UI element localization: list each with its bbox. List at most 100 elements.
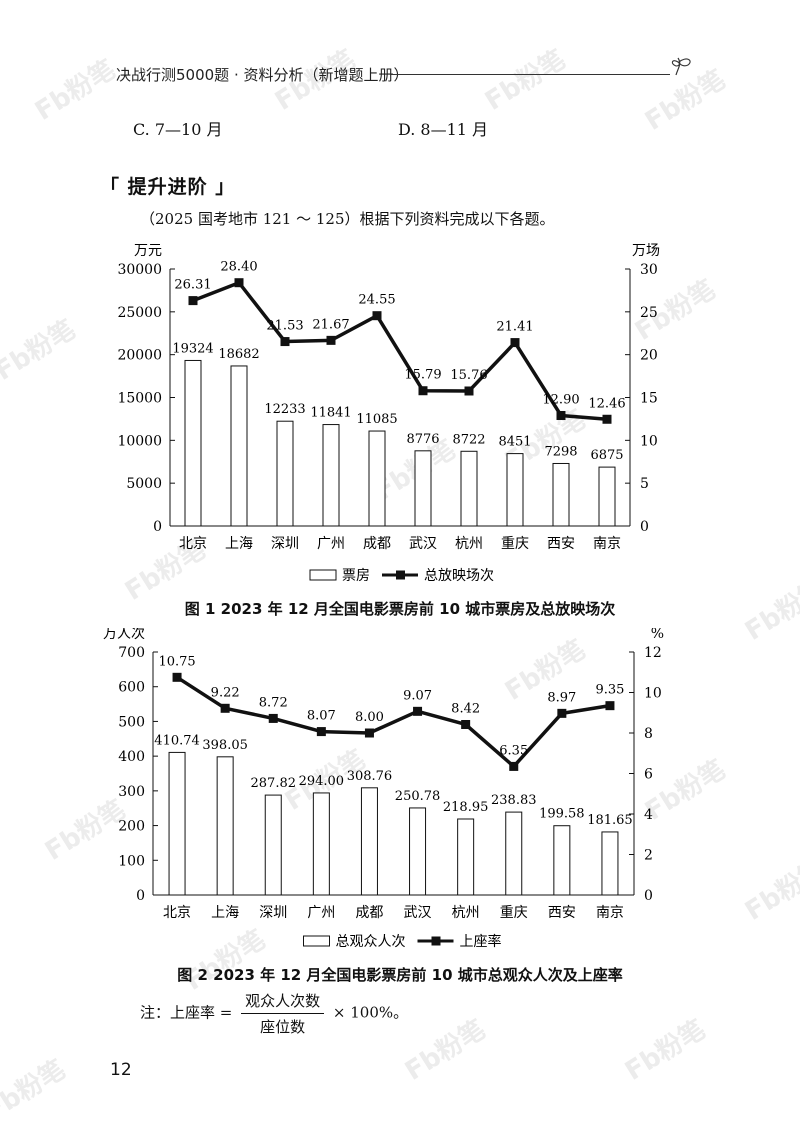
- right-tick-label: 12: [644, 645, 662, 661]
- bar: [601, 831, 619, 896]
- page-number: 12: [110, 1060, 132, 1080]
- category-label: 深圳: [271, 536, 299, 552]
- category-label: 成都: [363, 536, 391, 552]
- watermark-logo: Fb粉笔: [30, 54, 121, 127]
- fraction-denominator: 座位数: [260, 1018, 306, 1036]
- line-series: [192, 280, 608, 422]
- watermark-logo: Fb粉笔: [0, 1054, 71, 1127]
- bar-value-label: 8451: [498, 435, 531, 450]
- bar: [460, 450, 478, 527]
- right-tick-label: 10: [640, 433, 658, 449]
- line-marker: [602, 414, 612, 424]
- right-tick-label: 8: [644, 726, 653, 742]
- line-value-label: 28.40: [220, 260, 257, 275]
- figure-1-caption: 图 1 2023 年 12 月全国电影票房前 10 城市票房及总放映场次: [184, 600, 616, 618]
- line-value-label: 26.31: [174, 278, 211, 293]
- category-label: 北京: [179, 536, 207, 552]
- line-marker: [556, 410, 566, 420]
- line-value-label: 8.72: [259, 695, 288, 710]
- line-marker: [188, 296, 198, 306]
- option-d: D. 8—11 月: [398, 120, 489, 139]
- category-label: 武汉: [404, 905, 432, 921]
- right-tick-label: 20: [640, 348, 658, 364]
- bar-value-label: 18682: [218, 347, 259, 362]
- line-value-label: 12.90: [542, 392, 579, 407]
- watermark-logo: Fb粉笔: [620, 1014, 711, 1087]
- left-axis-unit: 万元: [134, 243, 162, 259]
- line-value-label: 15.76: [450, 368, 487, 383]
- bar-value-label: 181.65: [587, 813, 633, 828]
- left-tick-label: 0: [153, 519, 162, 535]
- bar-value-label: 294.00: [299, 774, 345, 789]
- right-tick-label: 2: [644, 848, 653, 864]
- bar-value-label: 12233: [264, 402, 305, 417]
- fraction: 观众人次数 座位数: [241, 990, 325, 1037]
- bar: [409, 807, 427, 896]
- line-value-label: 9.22: [211, 685, 240, 700]
- figure-2-chart: 0 100 200 300 400 500 600 700 0 2 4 6 8 10 12 万人次 % 410.7…: [103, 628, 664, 950]
- bar-value-label: 8722: [452, 432, 485, 447]
- left-tick-label: 200: [118, 819, 145, 835]
- bar: [312, 792, 330, 896]
- line-value-label: 24.55: [358, 293, 395, 308]
- bar-value-label: 308.76: [347, 769, 393, 784]
- legend-line-marker: [396, 570, 405, 580]
- category-label: 南京: [593, 536, 621, 552]
- bar: [598, 466, 616, 527]
- line-marker: [326, 335, 336, 345]
- right-axis-unit: %: [651, 628, 664, 642]
- category-label: 西安: [548, 905, 576, 921]
- left-axis-unit: 万人次: [103, 628, 145, 642]
- line-marker: [557, 708, 567, 718]
- legend-bar-swatch: [309, 569, 337, 581]
- line-marker: [268, 713, 278, 723]
- line-value-label: 10.75: [158, 654, 195, 669]
- right-tick-label: 4: [644, 807, 653, 823]
- bar: [322, 424, 340, 527]
- header-rule: [390, 74, 670, 75]
- line-value-label: 21.67: [312, 317, 349, 332]
- bar: [368, 430, 386, 527]
- left-tick-label: 400: [118, 749, 145, 765]
- category-label: 杭州: [452, 905, 480, 921]
- bar: [506, 453, 524, 527]
- left-tick-label: 700: [118, 645, 145, 661]
- figure-1-chart: 0 5000 10000 15000 20000 25000 30000 0 5 10 15 20 25…: [117, 243, 660, 584]
- left-tick-label: 15000: [117, 391, 162, 407]
- category-label: 上海: [211, 905, 239, 921]
- category-label: 北京: [163, 905, 191, 921]
- right-tick-label: 0: [640, 519, 649, 535]
- line-marker: [280, 337, 290, 347]
- line-marker: [316, 727, 326, 737]
- legend-bar-swatch: [303, 935, 330, 947]
- category-label: 重庆: [500, 905, 528, 921]
- bar-value-label: 238.83: [491, 793, 537, 808]
- option-c: C. 7—10 月: [133, 120, 223, 139]
- figure-2-caption: 图 2 2023 年 12 月全国电影票房前 10 城市总观众人次及上座率: [177, 966, 623, 984]
- fraction-numerator: 观众人次数: [241, 990, 325, 1014]
- line-marker: [372, 311, 382, 321]
- line-marker: [461, 719, 471, 729]
- bar: [505, 811, 523, 896]
- line-value-label: 8.97: [547, 690, 576, 705]
- category-label: 南京: [596, 905, 624, 921]
- category-label: 武汉: [409, 536, 437, 552]
- watermark-logo: Fb粉笔: [480, 44, 571, 117]
- line-marker: [510, 338, 520, 348]
- right-axis-unit: 万场: [632, 243, 660, 259]
- right-tick-label: 25: [640, 305, 658, 321]
- legend-bar-label: 总观众人次: [336, 934, 406, 950]
- note-suffix: × 100%。: [332, 1003, 409, 1022]
- line-marker: [234, 278, 244, 288]
- right-tick-label: 15: [640, 391, 658, 407]
- bar-value-label: 199.58: [539, 807, 585, 822]
- bar: [264, 794, 282, 896]
- line-value-label: 21.41: [496, 320, 533, 335]
- bar: [457, 818, 475, 896]
- bar: [360, 787, 378, 896]
- right-tick-label: 30: [640, 262, 658, 278]
- right-tick-label: 5: [640, 476, 649, 492]
- category-label: 西安: [547, 536, 575, 552]
- right-tick-label: 6: [644, 767, 653, 783]
- note-prefix: 注：上座率 =: [140, 1003, 233, 1022]
